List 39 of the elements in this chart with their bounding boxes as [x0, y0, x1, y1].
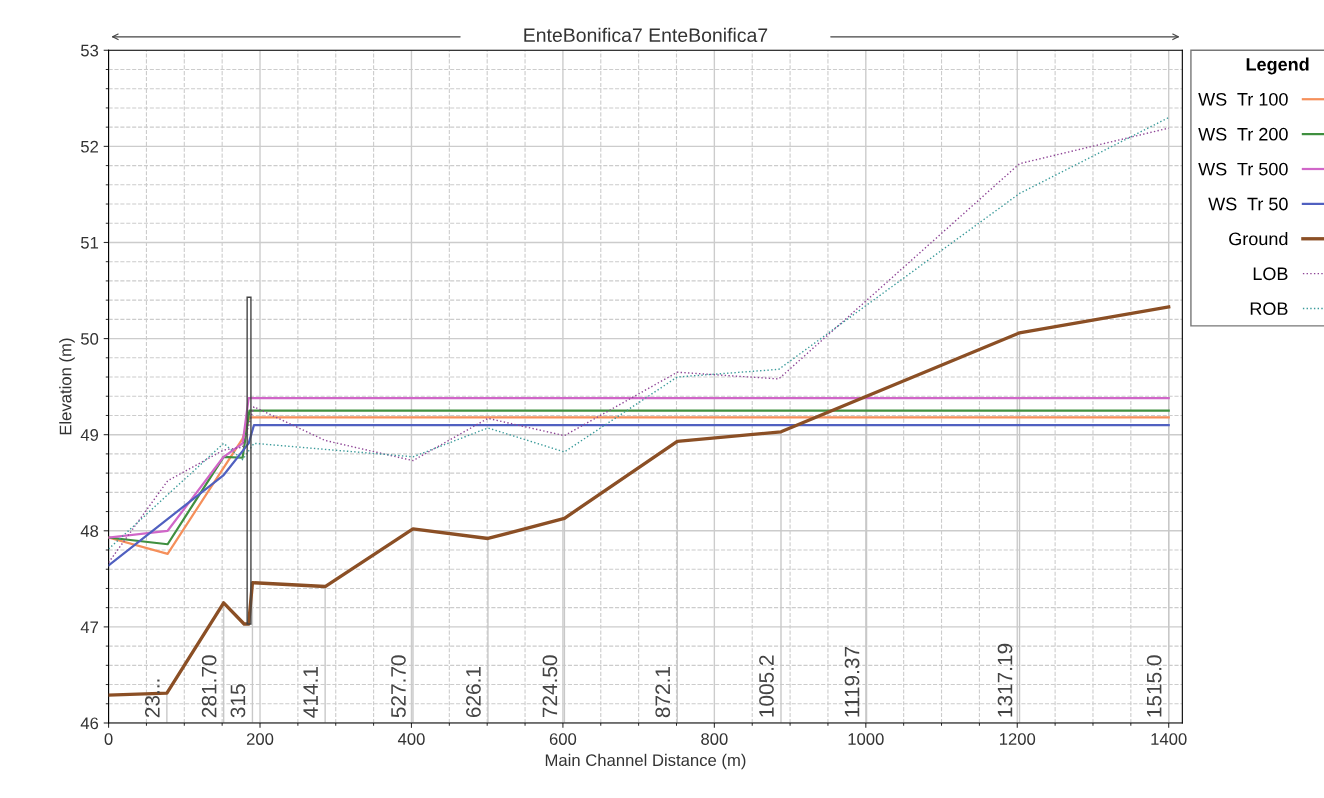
x-tick-label: 1000 [848, 733, 884, 745]
annotation: 1515.0 [1146, 655, 1162, 717]
annotation: 1317.19 [997, 643, 1013, 717]
y-tick-label: 53 [80, 44, 99, 57]
annotation: 281.70 [201, 655, 217, 718]
x-tick-label: 200 [246, 733, 274, 745]
x-tick-label: 1200 [999, 733, 1036, 745]
legend-label: WS Tr 200 [1198, 127, 1288, 141]
y-tick-label: 48 [80, 525, 99, 537]
annotation: 724.50 [542, 655, 558, 718]
legend-label: WS Tr 500 [1198, 162, 1288, 176]
x-tick-label: 1400 [1151, 733, 1187, 745]
legend-label: WS Tr 50 [1208, 197, 1288, 211]
y-tick-label: 52 [80, 140, 99, 153]
x-axis-title: Main Channel Distance (m) [545, 753, 746, 770]
y-tick-label: 50 [80, 332, 99, 345]
annotation: 23... [144, 679, 160, 718]
y-tick-label: 49 [80, 429, 99, 441]
legend-label: LOB [1253, 267, 1288, 281]
y-axis-title: Elevation (m) [59, 338, 75, 435]
annotation: 315 [230, 684, 246, 718]
x-tick-label: 0 [104, 733, 113, 745]
annotation: 1005.2 [759, 655, 774, 717]
annotation: 414.1 [303, 667, 318, 718]
x-tick-label: 800 [701, 733, 728, 745]
legend-label: ROB [1250, 302, 1288, 316]
x-tick-label: 600 [549, 733, 577, 745]
legend-label: WS Tr 100 [1198, 92, 1288, 106]
annotation: 527.70 [391, 655, 406, 718]
legend-title: Legend [1246, 57, 1309, 75]
chart-title: EnteBonifica7 EnteBonifica7 [524, 27, 768, 43]
y-tick-label: 47 [80, 621, 99, 633]
x-tick-label: 400 [397, 733, 425, 745]
legend-label: Ground [1229, 232, 1288, 246]
annotation: 872.1 [655, 667, 671, 718]
annotation: 626.1 [466, 667, 481, 718]
y-tick-label: 51 [80, 237, 99, 249]
annotation: 1119.37 [844, 646, 860, 717]
y-tick-label: 46 [80, 717, 99, 730]
